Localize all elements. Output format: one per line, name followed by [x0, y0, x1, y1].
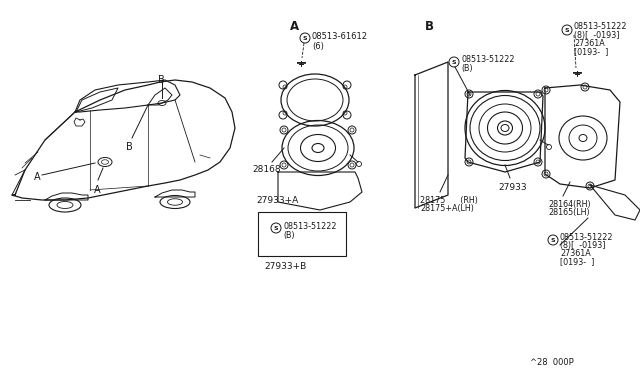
Text: [0193-  ]: [0193- ] — [560, 257, 595, 266]
Text: 27361A: 27361A — [560, 249, 591, 258]
Text: 08513-51222: 08513-51222 — [560, 233, 614, 242]
Text: 28175      (RH): 28175 (RH) — [420, 196, 478, 205]
Text: ^28  000P: ^28 000P — [530, 358, 573, 367]
Text: 27933+B: 27933+B — [264, 262, 307, 271]
Text: S: S — [550, 237, 556, 243]
Text: A: A — [34, 172, 40, 182]
Text: S: S — [303, 35, 307, 41]
Text: B: B — [126, 142, 132, 152]
Text: 08513-51222: 08513-51222 — [461, 55, 515, 64]
Text: 08513-51222: 08513-51222 — [574, 22, 627, 31]
Text: 27933: 27933 — [498, 183, 527, 192]
Text: A: A — [290, 20, 299, 33]
Text: (8)[  -0193]: (8)[ -0193] — [574, 31, 620, 40]
Text: B: B — [425, 20, 434, 33]
Text: (B): (B) — [461, 64, 472, 73]
Text: S: S — [274, 225, 278, 231]
Bar — [258, 212, 346, 256]
Text: [0193-  ]: [0193- ] — [574, 47, 609, 56]
Text: 27933+A: 27933+A — [256, 196, 298, 205]
Text: 28164(RH): 28164(RH) — [548, 200, 591, 209]
Text: B: B — [158, 75, 164, 85]
Text: 28168: 28168 — [252, 165, 280, 174]
Text: 28175+A(LH): 28175+A(LH) — [420, 204, 474, 213]
Text: 08513-61612: 08513-61612 — [312, 32, 368, 41]
Text: 27361A: 27361A — [574, 39, 605, 48]
Text: S: S — [452, 60, 456, 64]
Text: 28165(LH): 28165(LH) — [548, 208, 589, 217]
Text: (B): (B) — [283, 231, 294, 240]
Text: (6): (6) — [312, 42, 324, 51]
Text: S: S — [564, 28, 570, 32]
Text: (8)[  -0193]: (8)[ -0193] — [560, 241, 605, 250]
Text: 08513-51222: 08513-51222 — [283, 222, 337, 231]
Text: A: A — [94, 185, 100, 195]
